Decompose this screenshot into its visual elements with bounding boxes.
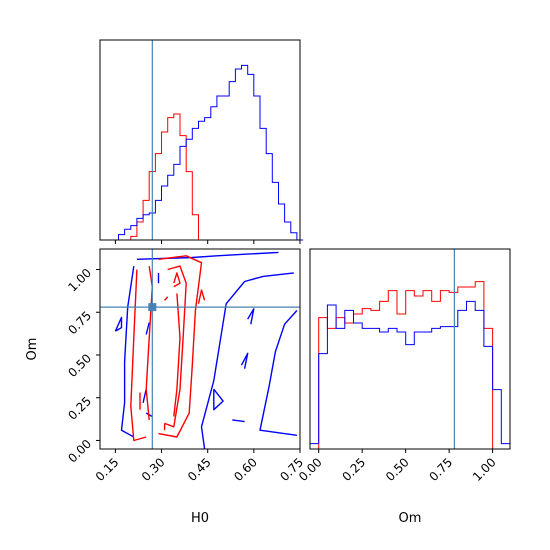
contour-x-tick-labels: 0.15 0.30 0.45 0.60 0.75 (93, 455, 306, 484)
contour-y-tick-labels: 0.00 0.25 0.50 0.75 1.00 (65, 266, 94, 466)
blue-contour-island-1 (114, 316, 123, 332)
hist-om-x-tick-labels: 0.00 0.25 0.50 0.75 1.00 (296, 455, 499, 484)
contour-xtick-label-0: 0.15 (93, 455, 122, 484)
contour-ytick-label-1: 0.25 (65, 394, 94, 423)
contour-xtick-label-2: 0.45 (185, 455, 214, 484)
contour-frame (99, 248, 301, 450)
hist-om-xtick-label-4: 1.00 (470, 455, 499, 484)
blue-contour-island-5 (232, 419, 245, 423)
hist-om-tick-marks (318, 449, 494, 453)
hist-h0-frame (99, 39, 301, 241)
red-contour-inner-2 (173, 293, 181, 417)
contour-series (114, 251, 298, 450)
contour-ytick-label-3: 0.75 (65, 308, 94, 337)
blue-contour-island-3 (240, 352, 249, 369)
contour-ytick-label-4: 1.00 (65, 266, 94, 295)
red-contour-left-inner (145, 265, 153, 420)
blue-contour-island-6 (145, 322, 150, 335)
x-axis-label-h0: H0 (191, 511, 209, 526)
truth-crosshair (100, 249, 300, 449)
hist-om-xtick-label-1: 0.25 (340, 455, 369, 484)
blue-contour-right (259, 310, 298, 436)
blue-contour-island-4 (247, 308, 255, 325)
blue-contour-top (136, 251, 279, 260)
contour-ytick-label-2: 0.50 (65, 351, 94, 380)
hist-Om-series-1 (309, 300, 511, 449)
hist-h0-series (100, 64, 304, 241)
hist-om-frame (309, 248, 511, 450)
hist-h0-tick-marks (114, 240, 301, 244)
hist-h0-panel (99, 39, 304, 244)
red-contour-island-2 (197, 289, 206, 304)
truth-marker (148, 303, 157, 312)
red-contour-left-outer (130, 269, 147, 442)
hist-H0-series-1 (100, 64, 304, 241)
contour-ytick-label-0: 0.00 (65, 437, 94, 466)
contour-xtick-label-1: 0.30 (139, 455, 168, 484)
hist-H0-series-0 (118, 113, 205, 241)
red-contour-island-3 (164, 296, 169, 301)
hist-om-panel: 0.00 0.25 0.50 0.75 1.00 Om (296, 248, 511, 526)
blue-contour-mid (200, 272, 294, 450)
blue-contour-island-2 (213, 388, 224, 411)
x-axis-label-om: Om (399, 511, 422, 526)
hist-om-xtick-label-2: 0.50 (383, 455, 412, 484)
blue-contour-left (120, 265, 135, 438)
y-axis-label-om: Om (25, 338, 40, 361)
blue-contour-island-9 (142, 389, 147, 403)
red-contour-outer (158, 255, 203, 438)
contour-panel: 0.15 0.30 0.45 0.60 0.75 0.00 0.25 0.50 0.75 1.0… (25, 248, 306, 526)
contour-xtick-label-3: 0.60 (231, 455, 260, 484)
hist-om-xtick-label-3: 0.75 (426, 455, 455, 484)
red-contour-inner-1 (164, 265, 187, 428)
red-contour-island-1 (173, 272, 181, 288)
hist-om-series (309, 281, 511, 449)
contour-tick-marks (96, 269, 301, 453)
